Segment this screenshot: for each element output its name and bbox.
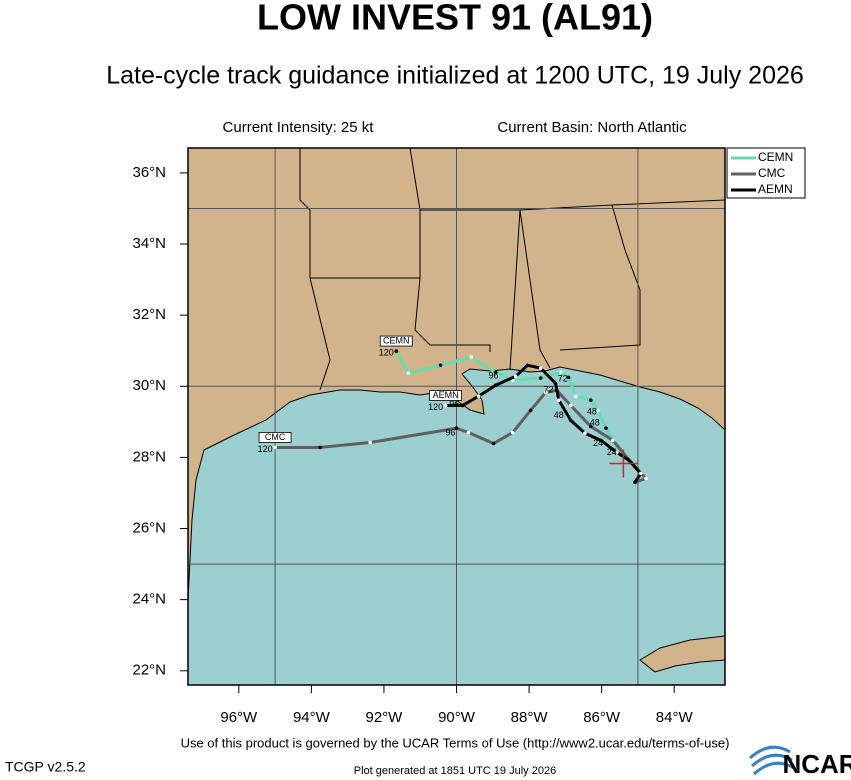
track-point bbox=[644, 476, 648, 481]
track-end-label: 120 bbox=[428, 402, 443, 412]
track-tag-box bbox=[379, 335, 413, 347]
y-tick-label: 22°N bbox=[132, 662, 166, 679]
y-tick-label: 26°N bbox=[132, 519, 166, 536]
hour-label: 96 bbox=[449, 399, 459, 409]
hour-label: 48 bbox=[590, 418, 600, 428]
track-point bbox=[633, 480, 637, 485]
legend-label: CEMN bbox=[758, 150, 793, 164]
track-point bbox=[538, 366, 543, 370]
track-point bbox=[627, 458, 631, 463]
track-point bbox=[469, 355, 474, 359]
track-point bbox=[493, 370, 498, 375]
track-point bbox=[558, 370, 563, 375]
track-point bbox=[615, 450, 619, 455]
x-tick-label: 92°W bbox=[366, 709, 404, 726]
y-tick-label: 28°N bbox=[132, 448, 166, 465]
track-point bbox=[574, 394, 578, 399]
track-point bbox=[568, 403, 573, 408]
track-point bbox=[588, 424, 593, 429]
version: TCGP v2.5.2 bbox=[5, 759, 86, 775]
track-point bbox=[466, 430, 471, 435]
track-point bbox=[454, 426, 459, 431]
track-point bbox=[513, 374, 518, 379]
x-tick-label: 96°W bbox=[220, 709, 258, 726]
track-point bbox=[493, 383, 498, 388]
track-point bbox=[443, 403, 448, 408]
terms: Use of this product is governed by the U… bbox=[181, 735, 730, 750]
track-point bbox=[273, 445, 277, 450]
hour-label: 96 bbox=[489, 371, 499, 381]
track-point bbox=[525, 363, 530, 368]
track-point bbox=[394, 349, 399, 353]
storm-center bbox=[609, 449, 638, 478]
basin: Current Basin: North Atlantic bbox=[497, 119, 687, 136]
subtitle: Late-cycle track guidance initialized at… bbox=[106, 62, 804, 90]
track-tag-box bbox=[429, 390, 463, 401]
hour-label: 48 bbox=[587, 407, 597, 417]
generated: Plot generated at 1851 UTC 19 July 2026 bbox=[354, 765, 556, 777]
track-point bbox=[318, 445, 322, 450]
track-point bbox=[568, 418, 573, 423]
x-tick-label: 88°W bbox=[511, 709, 549, 726]
track-point bbox=[557, 398, 561, 402]
hour-label: 72 bbox=[544, 385, 554, 395]
track-point bbox=[406, 371, 411, 375]
track-point bbox=[583, 431, 587, 436]
legend-label: CMC bbox=[758, 166, 786, 180]
track-tag: CMC bbox=[265, 432, 286, 442]
intensity: Current Intensity: 25 kt bbox=[223, 119, 375, 136]
title: LOW INVEST 91 (AL91) bbox=[257, 0, 653, 38]
y-tick-label: 24°N bbox=[132, 591, 166, 608]
track-point bbox=[599, 438, 603, 443]
y-tick-label: 32°N bbox=[132, 306, 166, 323]
track-point bbox=[604, 426, 608, 431]
x-tick-label: 90°W bbox=[438, 709, 476, 726]
track-end-label: 120 bbox=[379, 347, 394, 357]
state-borders bbox=[299, 148, 725, 391]
track-point bbox=[438, 363, 443, 368]
track-point bbox=[611, 438, 615, 443]
track-tag: CEMN bbox=[383, 335, 410, 345]
x-tick-label: 86°W bbox=[583, 709, 621, 726]
legend-label: AEMN bbox=[758, 182, 793, 196]
track-point bbox=[368, 440, 372, 445]
track-point bbox=[491, 441, 496, 446]
track-point bbox=[543, 390, 548, 395]
track bbox=[275, 388, 648, 484]
y-tick-label: 34°N bbox=[132, 235, 166, 252]
track-point bbox=[538, 376, 543, 380]
track-point bbox=[566, 375, 571, 380]
hour-label: 24 bbox=[593, 438, 603, 448]
x-tick-label: 84°W bbox=[656, 709, 694, 726]
track-point bbox=[528, 408, 533, 413]
logo-swoosh bbox=[748, 745, 795, 776]
track-point bbox=[639, 471, 643, 476]
track-point bbox=[596, 408, 600, 413]
hour-label: 24 bbox=[607, 447, 617, 457]
track-point bbox=[553, 381, 558, 386]
x-tick-label: 94°W bbox=[293, 709, 331, 726]
track-point bbox=[460, 403, 465, 408]
track-point bbox=[476, 394, 481, 399]
cuba bbox=[639, 635, 725, 673]
track-tag-box bbox=[258, 432, 292, 443]
logo: NCAR bbox=[782, 749, 851, 779]
track-tag: AEMN bbox=[433, 390, 459, 400]
y-tick-label: 36°N bbox=[132, 164, 166, 181]
track-end-label: 120 bbox=[258, 444, 273, 454]
track-point bbox=[510, 430, 515, 435]
hour-label: 48 bbox=[554, 410, 564, 420]
hour-label: 96 bbox=[445, 428, 455, 438]
hour-label: 72 bbox=[558, 374, 568, 384]
track-point bbox=[588, 398, 593, 402]
y-tick-label: 30°N bbox=[132, 377, 166, 394]
